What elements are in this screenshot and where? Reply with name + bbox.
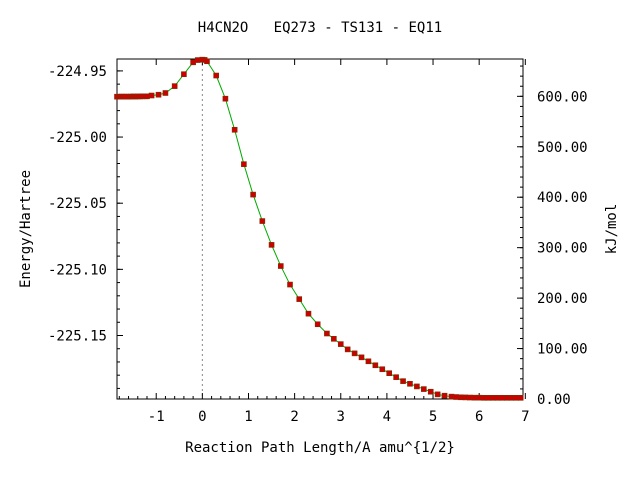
data-point bbox=[448, 393, 455, 400]
data-point bbox=[259, 218, 266, 224]
plot-frame bbox=[116, 58, 524, 400]
x-axis-label: Reaction Path Length/A amu^{1/2} bbox=[185, 440, 455, 456]
data-point bbox=[324, 330, 330, 337]
data-point bbox=[490, 395, 496, 401]
data-point bbox=[407, 380, 413, 387]
data-point bbox=[144, 93, 150, 100]
data-point bbox=[414, 383, 420, 390]
data-point bbox=[358, 354, 365, 361]
data-point bbox=[241, 161, 247, 167]
data-point bbox=[441, 392, 448, 399]
data-point bbox=[365, 358, 372, 365]
data-point bbox=[204, 58, 210, 65]
y-axis-label: Energy/Hartree bbox=[18, 170, 34, 288]
x-tick-label: 7 bbox=[521, 409, 529, 425]
data-point bbox=[277, 263, 284, 269]
x-tick-label: 2 bbox=[290, 409, 298, 425]
y2-axis-ticks: 600.00 500.00 400.00 300.00 200.00 100.00 0.00 bbox=[517, 65, 588, 408]
data-point bbox=[421, 386, 427, 392]
y2-axis-label: kJ/mol bbox=[604, 204, 620, 255]
x-axis-ticks: -1 0 1 2 3 4 5 6 7 bbox=[118, 59, 530, 425]
y-tick-label: -225.00 bbox=[48, 130, 107, 146]
data-point bbox=[517, 395, 524, 401]
data-point bbox=[250, 191, 256, 198]
data-point bbox=[494, 395, 501, 401]
data-point bbox=[462, 394, 469, 401]
data-point bbox=[314, 321, 321, 328]
x-tick-label: 6 bbox=[475, 409, 483, 425]
data-point bbox=[305, 310, 312, 317]
y-axis-ticks: -224.95 -225.00 -225.05 -225.10 -225.15 bbox=[48, 64, 123, 389]
y-tick-label: -224.95 bbox=[48, 64, 107, 80]
y2-tick-label: 600.00 bbox=[537, 89, 588, 105]
data-point bbox=[508, 395, 515, 401]
data-point bbox=[400, 378, 406, 384]
y-tick-label: -225.15 bbox=[48, 328, 107, 344]
data-point bbox=[485, 395, 492, 401]
data-point bbox=[181, 71, 187, 78]
data-point bbox=[513, 395, 519, 401]
data-point bbox=[434, 391, 441, 398]
data-point bbox=[337, 341, 344, 347]
data-point bbox=[331, 336, 337, 342]
data-point bbox=[155, 91, 162, 98]
data-point bbox=[467, 394, 473, 401]
data-point bbox=[457, 394, 464, 401]
data-point bbox=[504, 395, 510, 401]
data-point bbox=[171, 83, 178, 89]
y2-tick-label: 100.00 bbox=[537, 342, 588, 358]
y-tick-label: -225.10 bbox=[48, 262, 107, 278]
data-point bbox=[351, 350, 358, 357]
y2-tick-label: 500.00 bbox=[537, 140, 588, 156]
x-tick-label: 1 bbox=[244, 409, 252, 425]
x-tick-label: 5 bbox=[429, 409, 437, 425]
data-point bbox=[231, 126, 238, 133]
data-point bbox=[379, 366, 386, 373]
chart-title: H4CN2O EQ273 - TS131 - EQ11 bbox=[198, 20, 442, 36]
data-point bbox=[372, 362, 379, 369]
data-point bbox=[222, 95, 229, 102]
energy-curve bbox=[117, 59, 521, 399]
data-point bbox=[190, 59, 196, 66]
data-point bbox=[476, 394, 482, 401]
y2-tick-label: 300.00 bbox=[537, 241, 588, 257]
data-point bbox=[268, 242, 275, 248]
x-tick-label: 0 bbox=[198, 409, 206, 425]
x-tick-label: 4 bbox=[383, 409, 391, 425]
data-point bbox=[148, 92, 155, 99]
x-tick-label: -1 bbox=[148, 409, 165, 425]
data-point bbox=[480, 395, 487, 401]
data-point bbox=[194, 57, 201, 63]
data-point bbox=[296, 296, 303, 302]
data-point bbox=[499, 395, 506, 401]
y2-tick-label: 200.00 bbox=[537, 291, 588, 307]
data-point bbox=[386, 370, 393, 377]
x-tick-label: 3 bbox=[337, 409, 345, 425]
data-point bbox=[471, 394, 478, 401]
data-point bbox=[287, 281, 293, 288]
data-point-markers bbox=[114, 56, 524, 401]
data-point bbox=[453, 394, 459, 400]
data-point bbox=[344, 346, 351, 353]
y-tick-label: -225.05 bbox=[48, 196, 107, 212]
data-point bbox=[213, 72, 219, 79]
y2-tick-label: 400.00 bbox=[537, 190, 588, 206]
y2-tick-label: 0.00 bbox=[537, 392, 571, 408]
data-point bbox=[427, 388, 434, 395]
data-point bbox=[393, 374, 399, 380]
data-point bbox=[162, 90, 169, 96]
